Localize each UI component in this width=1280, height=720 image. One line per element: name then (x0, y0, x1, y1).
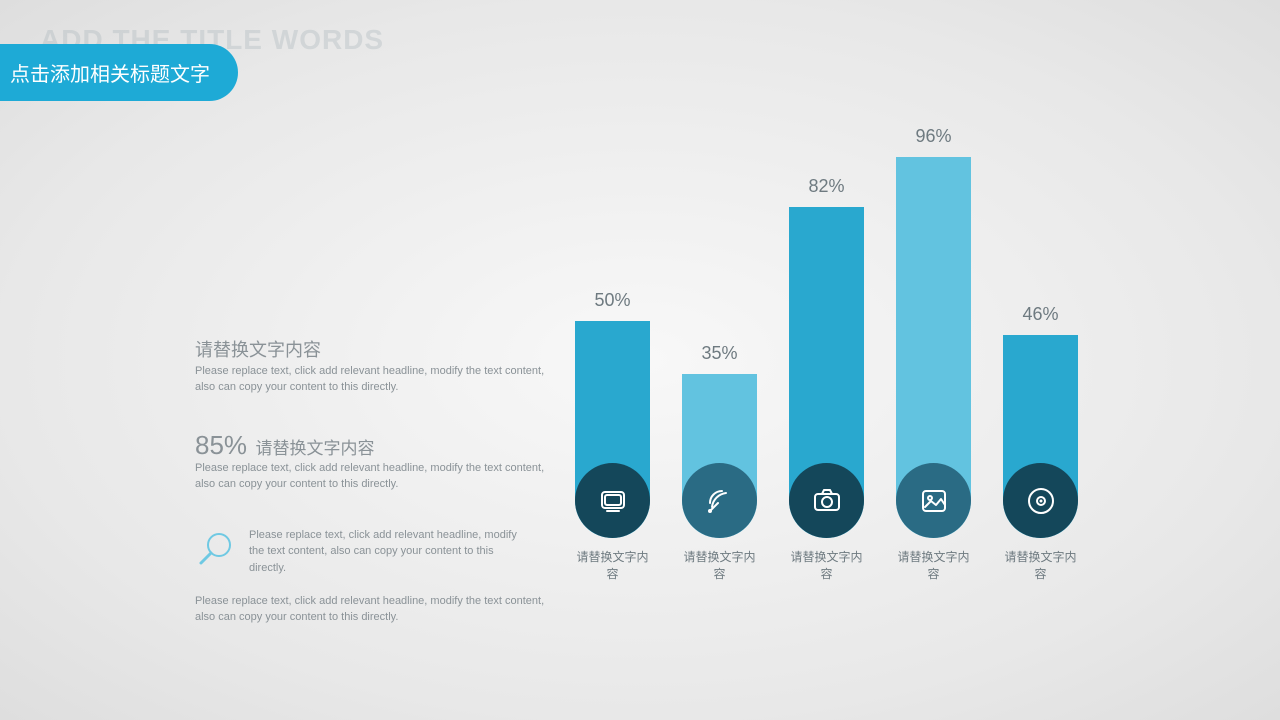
bar-item: 82% 请替换文字内容 (789, 176, 864, 582)
bar-icon-circle (896, 463, 971, 538)
block2-heading-row: 85% 请替换文字内容 (195, 430, 555, 461)
bar-value: 50% (575, 290, 650, 311)
title-badge: 点击添加相关标题文字 (0, 44, 238, 101)
bar-value: 82% (789, 176, 864, 197)
bar-body (896, 157, 971, 538)
bar-value: 46% (1003, 304, 1078, 325)
bar-item: 50% 请替换文字内容 (575, 290, 650, 583)
icon-text: Please replace text, click add relevant … (249, 527, 529, 577)
magnifier-icon (195, 529, 235, 569)
bar-item: 96% 请替换文字内容 (896, 126, 971, 582)
bar-caption: 请替换文字内容 (682, 548, 757, 582)
block1-heading: 请替换文字内容 (195, 336, 555, 362)
bar-caption: 请替换文字内容 (896, 548, 971, 582)
bar-body (575, 321, 650, 539)
bar-caption: 请替换文字内容 (575, 548, 650, 582)
bar-value: 96% (896, 126, 971, 147)
block2-subtext: Please replace text, click add relevant … (195, 461, 545, 493)
block2-percent: 85% (195, 430, 247, 461)
bar-icon-circle (789, 463, 864, 538)
bar-caption: 请替换文字内容 (789, 548, 864, 582)
bottom-text: Please replace text, click add relevant … (195, 594, 545, 626)
bar-chart: 50% 请替换文字内容 35% 请替换文字内容 82% 请替换文字内容 96% 请替换文字内容… (575, 0, 1135, 600)
icon-text-row: Please replace text, click add relevant … (195, 527, 555, 577)
bar-icon-circle (1003, 463, 1078, 538)
bar-body (789, 207, 864, 538)
bar-caption: 请替换文字内容 (1003, 548, 1078, 582)
bar-body (682, 374, 757, 538)
block2-heading: 请替换文字内容 (256, 434, 375, 459)
bar-icon-circle (575, 463, 650, 538)
block1-subtext: Please replace text, click add relevant … (195, 364, 545, 396)
bar-item: 46% 请替换文字内容 (1003, 304, 1078, 582)
bar-icon-circle (682, 463, 757, 538)
bar-value: 35% (682, 343, 757, 364)
bar-item: 35% 请替换文字内容 (682, 343, 757, 582)
left-column: 请替换文字内容 Please replace text, click add r… (195, 336, 555, 626)
bar-body (1003, 335, 1078, 538)
